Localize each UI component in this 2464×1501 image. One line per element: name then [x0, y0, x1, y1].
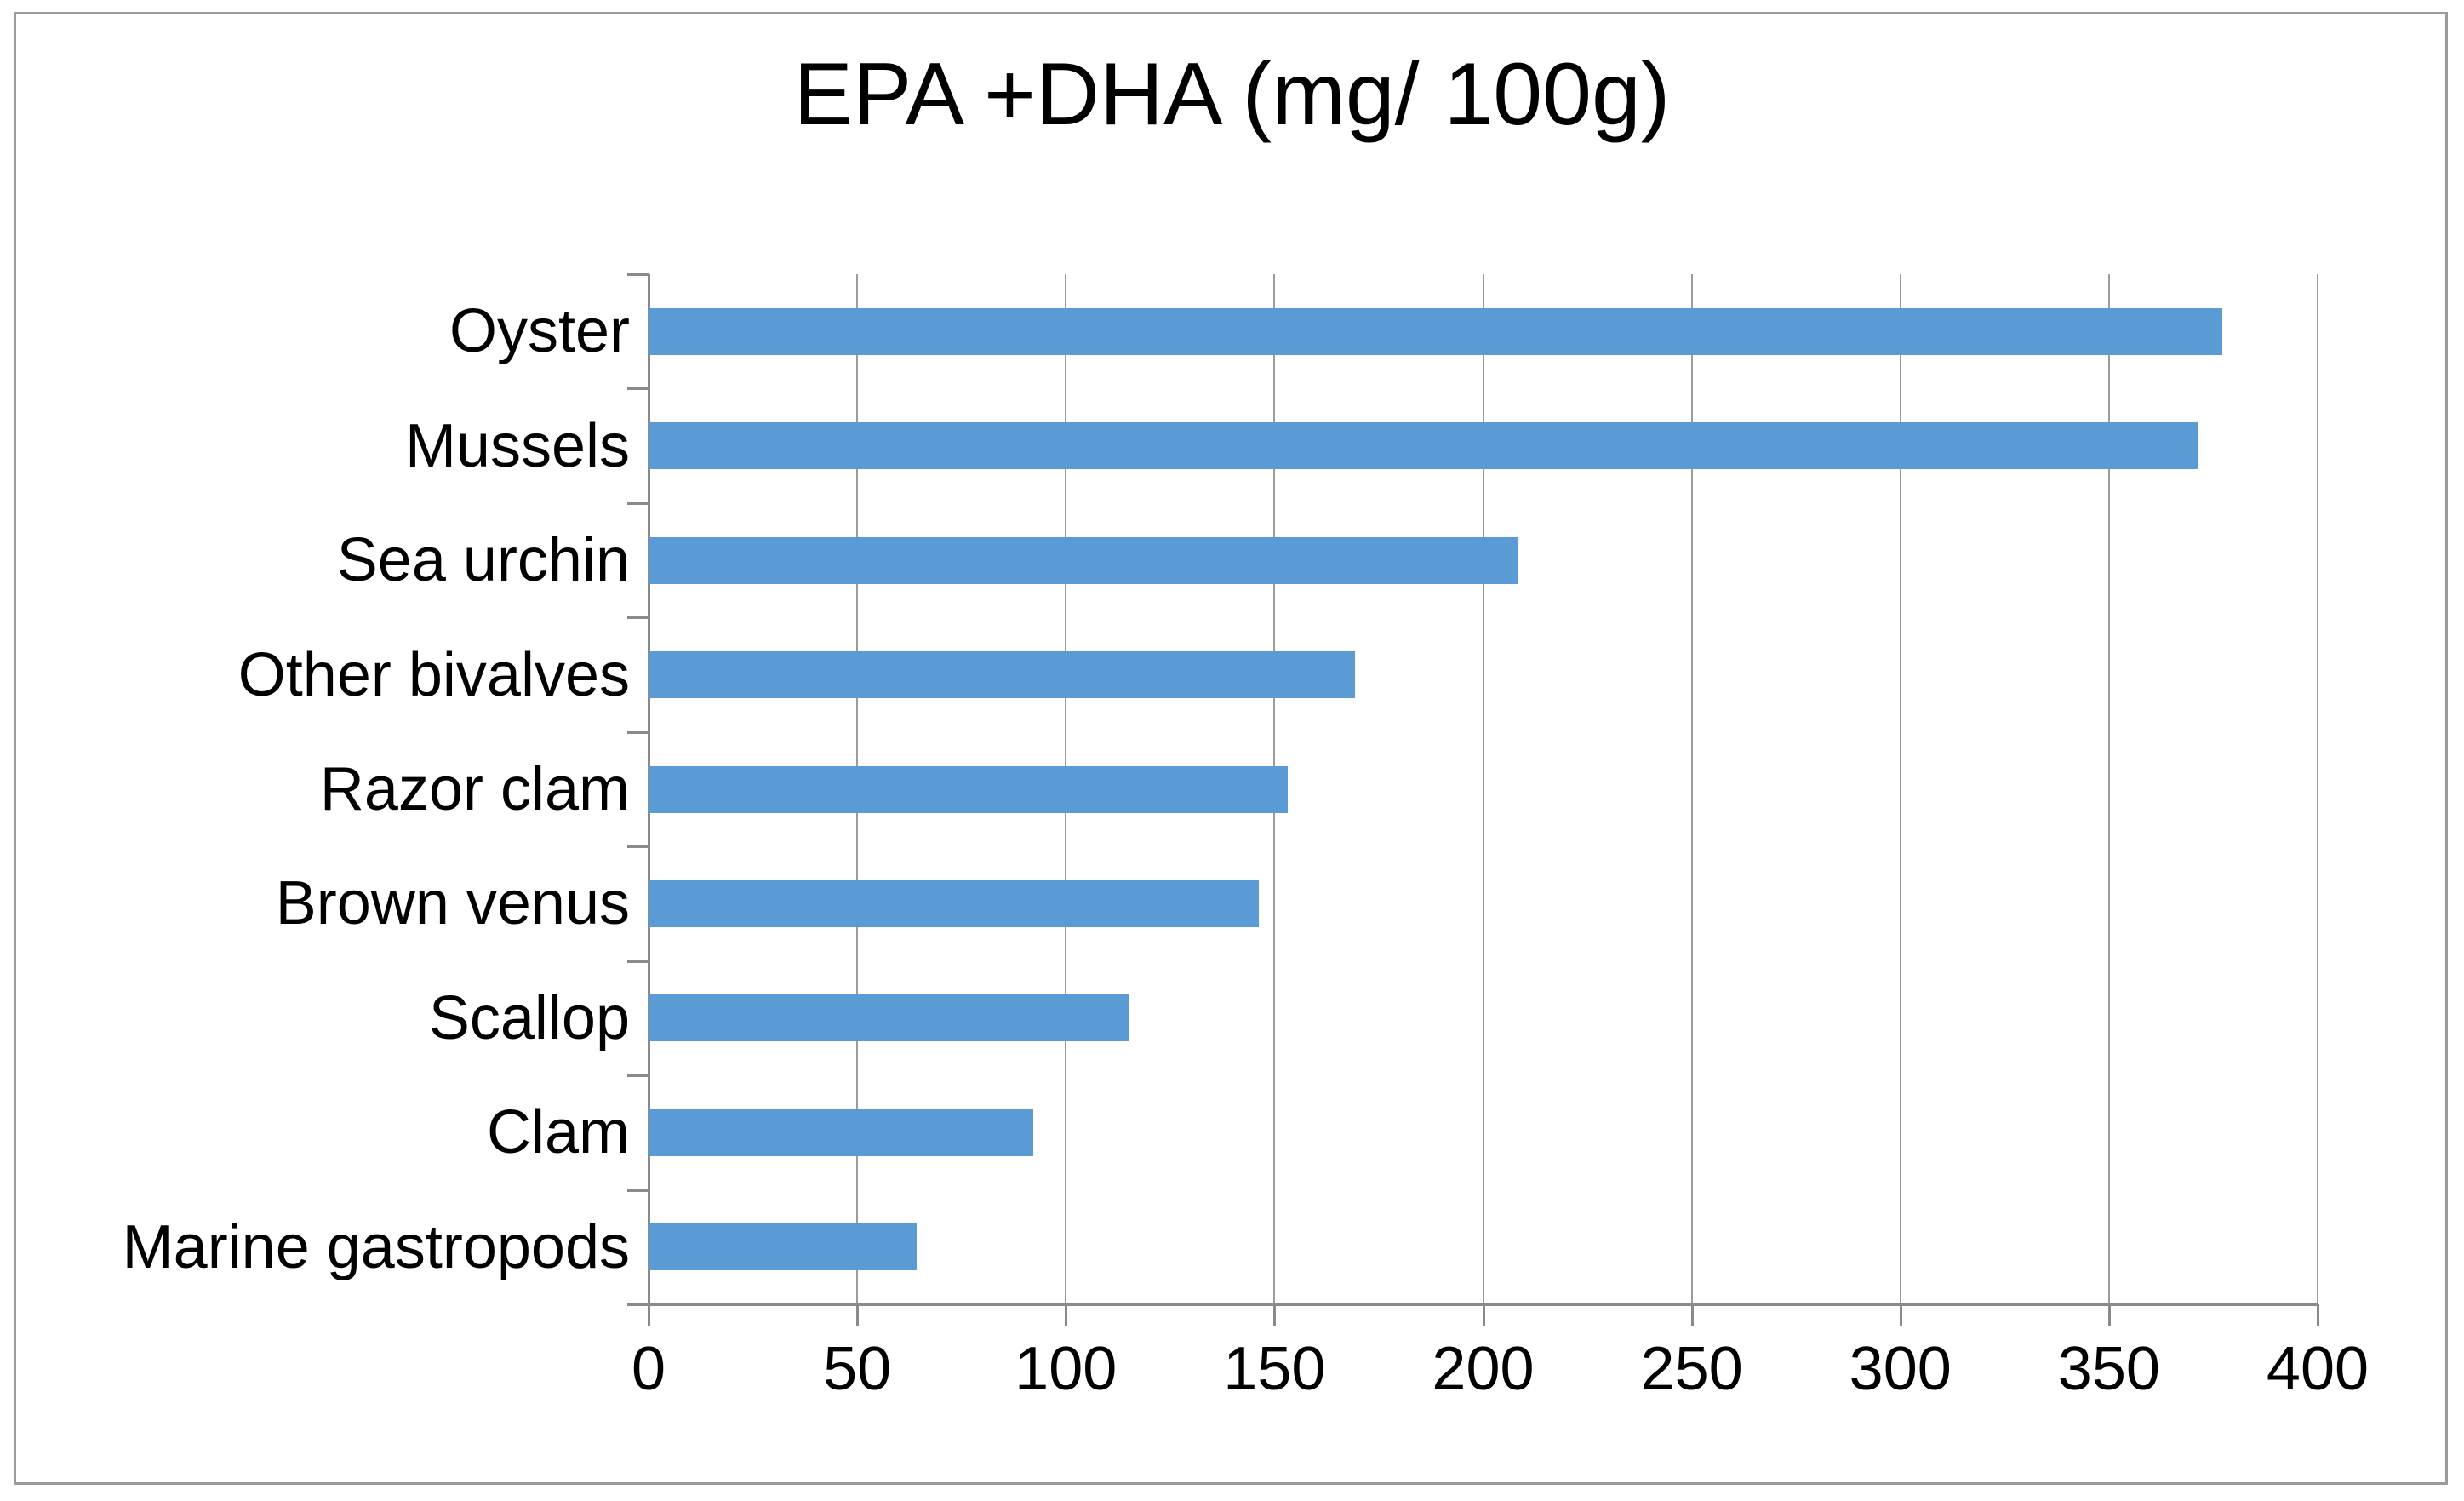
y-tick-8 — [627, 1189, 649, 1192]
bar-razor-clam — [649, 765, 1288, 813]
x-tick-350 — [2107, 1304, 2111, 1326]
x-tick-label-0: 0 — [631, 1335, 666, 1403]
bar-scallop — [649, 994, 1129, 1042]
gridline-200 — [1482, 274, 1484, 1304]
category-label-oyster: Oyster — [449, 297, 630, 366]
x-tick-label-200: 200 — [1432, 1335, 1535, 1403]
x-tick-label-150: 150 — [1223, 1335, 1326, 1403]
x-tick-label-50: 50 — [823, 1335, 892, 1403]
gridline-250 — [1690, 274, 1693, 1304]
x-tick-400 — [2317, 1304, 2319, 1326]
category-label-clam: Clam — [486, 1098, 630, 1167]
category-label-mussels: Mussels — [404, 411, 630, 480]
y-tick-6 — [627, 960, 649, 963]
x-tick-100 — [1065, 1304, 1068, 1326]
x-tick-150 — [1273, 1304, 1277, 1326]
y-tick-1 — [627, 387, 649, 391]
bar-oyster — [649, 307, 2222, 355]
x-tick-label-250: 250 — [1640, 1335, 1743, 1403]
y-tick-9 — [627, 1303, 649, 1306]
y-tick-2 — [627, 501, 649, 505]
y-tick-3 — [627, 616, 649, 620]
x-tick-50 — [856, 1304, 860, 1326]
x-tick-label-400: 400 — [2266, 1335, 2370, 1403]
category-label-marine-gastropods: Marine gastropods — [122, 1212, 630, 1281]
x-tick-label-100: 100 — [1015, 1335, 1118, 1403]
category-label-other-bivalves: Other bivalves — [237, 640, 630, 709]
category-label-brown-venus: Brown venus — [275, 869, 630, 938]
y-tick-7 — [627, 1074, 649, 1078]
x-tick-300 — [1899, 1304, 1902, 1326]
y-tick-0 — [627, 273, 649, 276]
bar-clam — [649, 1109, 1033, 1156]
bar-other-bivalves — [649, 651, 1355, 699]
y-tick-4 — [627, 730, 649, 734]
y-axis-line — [648, 274, 650, 1326]
x-tick-250 — [1690, 1304, 1694, 1326]
gridline-350 — [2107, 274, 2110, 1304]
y-tick-5 — [627, 845, 649, 849]
chart-title: EPA +DHA (mg/ 100g) — [793, 45, 1671, 144]
gridline-400 — [2317, 274, 2318, 1304]
category-label-scallop: Scallop — [428, 983, 630, 1052]
chart-frame — [14, 12, 2448, 1485]
x-tick-label-350: 350 — [2057, 1335, 2160, 1403]
x-axis-line — [649, 1303, 2318, 1306]
bar-brown-venus — [649, 879, 1259, 927]
x-tick-label-300: 300 — [1849, 1335, 1952, 1403]
bar-sea-urchin — [649, 536, 1518, 584]
category-label-sea-urchin: Sea urchin — [336, 526, 630, 595]
bar-mussels — [649, 422, 2198, 470]
x-tick-200 — [1482, 1304, 1485, 1326]
category-label-razor-clam: Razor clam — [319, 755, 630, 823]
bar-marine-gastropods — [649, 1223, 917, 1271]
gridline-300 — [1899, 274, 1901, 1304]
